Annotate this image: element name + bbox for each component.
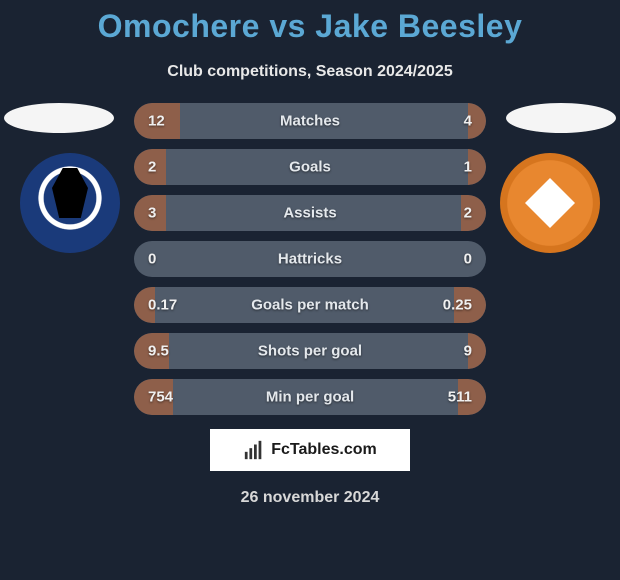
stat-value-right: 0.25 [443,297,472,314]
stat-label: Hattricks [134,251,486,268]
stat-label: Goals per match [134,297,486,314]
club-badge-left [20,153,120,253]
stat-row: 12Matches4 [134,103,486,139]
stat-row: 2Goals1 [134,149,486,185]
stat-row: 9.5Shots per goal9 [134,333,486,369]
stat-row: 0.17Goals per match0.25 [134,287,486,323]
stat-value-right: 9 [464,343,472,360]
date-label: 26 november 2024 [0,489,620,507]
comparison-content: 12Matches42Goals13Assists20Hattricks00.1… [0,103,620,415]
stat-value-right: 0 [464,251,472,268]
stat-label: Goals [134,159,486,176]
stats-list: 12Matches42Goals13Assists20Hattricks00.1… [134,103,486,415]
fctables-label: FcTables.com [271,441,377,459]
stat-label: Min per goal [134,389,486,406]
page-title: Omochere vs Jake Beesley [0,0,620,45]
stat-label: Assists [134,205,486,222]
fctables-badge: FcTables.com [210,429,410,471]
player-photo-left-placeholder [4,103,114,133]
stat-value-right: 4 [464,113,472,130]
player-photo-right-placeholder [506,103,616,133]
stat-value-right: 1 [464,159,472,176]
stat-row: 0Hattricks0 [134,241,486,277]
stat-value-right: 511 [448,389,472,406]
stat-label: Matches [134,113,486,130]
club-badge-right [500,153,600,253]
fctables-logo-icon [243,439,265,461]
subtitle: Club competitions, Season 2024/2025 [0,63,620,81]
stat-row: 3Assists2 [134,195,486,231]
stat-row: 754Min per goal511 [134,379,486,415]
stat-value-right: 2 [464,205,472,222]
stat-label: Shots per goal [134,343,486,360]
